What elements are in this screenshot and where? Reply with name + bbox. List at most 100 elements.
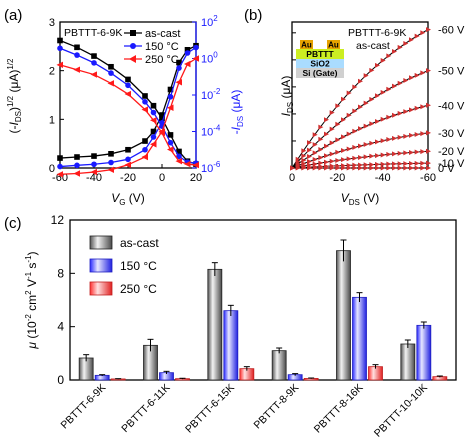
b-point-0-15 bbox=[375, 62, 380, 68]
b-point-2-3 bbox=[307, 154, 312, 160]
b-point-0-14 bbox=[369, 67, 375, 73]
a-point-sqrt-1-0 bbox=[57, 45, 63, 52]
b-point-0-17 bbox=[386, 53, 392, 59]
b-point-1-14 bbox=[369, 96, 375, 102]
b-point-4-18 bbox=[392, 151, 397, 157]
b-point-6-0 bbox=[290, 165, 295, 171]
a-point-log-1-9 bbox=[176, 65, 182, 71]
a-point-log-2-7 bbox=[158, 128, 165, 135]
panel-c-ylabel: μ (10-2 cm2 V-1 s-1) bbox=[24, 251, 39, 349]
a-point-log-1-2 bbox=[91, 161, 97, 168]
b-point-0-24 bbox=[426, 27, 431, 33]
a-point-log-1-3 bbox=[108, 159, 114, 166]
b-point-6-7 bbox=[329, 165, 335, 171]
b-point-3-7 bbox=[329, 151, 335, 157]
b-series-label-3: -30 V bbox=[438, 128, 465, 140]
c-bar-1-5 bbox=[416, 324, 432, 381]
b-point-0-9 bbox=[341, 96, 346, 102]
a-point-log-1-1 bbox=[74, 162, 80, 169]
b-point-0-18 bbox=[392, 49, 397, 55]
b-point-2-16 bbox=[380, 116, 386, 122]
panel-a-xlabel: VG (V) bbox=[111, 191, 145, 207]
panel-b-ylabel: IDS (μA) bbox=[279, 76, 295, 117]
inset-pbttt: PBTTT bbox=[306, 49, 334, 59]
b-point-1-22 bbox=[414, 72, 420, 78]
a-point-sqrt-2-1 bbox=[73, 66, 80, 73]
a-point-log-1-7 bbox=[159, 119, 165, 126]
b-point-3-20 bbox=[403, 133, 409, 139]
a-point-log-0-0 bbox=[57, 155, 63, 161]
panel-c-label: (c) bbox=[4, 215, 22, 232]
inset-sio2: SiO2 bbox=[310, 59, 330, 69]
b-point-5-14 bbox=[369, 162, 375, 168]
b-point-2-13 bbox=[363, 123, 369, 129]
b-point-1-15 bbox=[375, 93, 380, 99]
a-point-log-0-6 bbox=[150, 128, 157, 135]
b-point-6-21 bbox=[409, 165, 414, 171]
a-point-sqrt-2-2 bbox=[90, 71, 97, 78]
b-point-2-9 bbox=[341, 134, 346, 140]
a-ytick-right-label-0: 10-6 bbox=[201, 160, 221, 175]
b-point-6-20 bbox=[403, 165, 409, 171]
panel-b-annotation-2: as-cast bbox=[356, 40, 390, 52]
b-point-0-22 bbox=[414, 33, 420, 39]
b-point-3-22 bbox=[414, 132, 420, 138]
b-point-1-20 bbox=[403, 77, 409, 83]
b-xtick-label-2: -40 bbox=[375, 172, 391, 184]
a-point-sqrt-0-1 bbox=[74, 44, 80, 51]
b-point-4-9 bbox=[341, 157, 346, 163]
b-point-6-24 bbox=[426, 165, 431, 171]
a-point-log-0-2 bbox=[91, 153, 97, 159]
b-point-1-11 bbox=[352, 108, 358, 114]
b-point-6-18 bbox=[392, 165, 397, 171]
a-point-sqrt-1-5 bbox=[142, 99, 148, 105]
b-point-1-5 bbox=[318, 136, 324, 142]
c-category-label-4: PBTTT-8-16K bbox=[312, 382, 366, 436]
b-point-1-16 bbox=[380, 89, 386, 95]
inset-au-right: Au bbox=[328, 41, 339, 50]
a-point-log-1-6 bbox=[150, 134, 157, 140]
a-point-sqrt-2-10 bbox=[184, 160, 191, 168]
panel-c-legend: as-cast 150 °C 250 °C bbox=[89, 235, 159, 296]
c-bar-0-4 bbox=[336, 250, 351, 381]
b-point-4-23 bbox=[420, 149, 426, 155]
a-point-sqrt-2-3 bbox=[107, 80, 114, 87]
a-point-log-0-5 bbox=[142, 138, 148, 144]
b-point-2-10 bbox=[346, 131, 352, 137]
panel-c: (c) 0 4 8 12 PBTTT-6-9K PBTTT-6-11K PBTTT-6-15… bbox=[4, 213, 457, 440]
b-point-1-10 bbox=[346, 112, 352, 118]
b-point-0-5 bbox=[318, 124, 324, 130]
b-point-4-20 bbox=[403, 150, 409, 156]
panel-a-label: (a) bbox=[4, 7, 22, 24]
b-point-2-5 bbox=[318, 146, 324, 152]
panel-a-annotation: PBTTT-6-9K bbox=[64, 27, 122, 39]
a-ytick-left-label-2: 2 bbox=[49, 66, 55, 78]
b-point-6-3 bbox=[307, 165, 312, 171]
b-point-2-15 bbox=[375, 118, 380, 124]
panel-b-annotation: PBTTT-6-9K bbox=[348, 27, 406, 39]
b-point-2-18 bbox=[392, 112, 397, 118]
b-point-0-19 bbox=[397, 44, 403, 50]
b-xtick-label-0: 0 bbox=[289, 172, 295, 184]
c-bar-1-0 bbox=[94, 374, 110, 381]
b-point-3-6 bbox=[324, 153, 329, 159]
b-point-3-5 bbox=[318, 155, 324, 161]
b-point-3-13 bbox=[363, 142, 369, 148]
a-point-log-2-11 bbox=[192, 55, 199, 62]
b-point-2-4 bbox=[312, 150, 318, 156]
b-point-6-2 bbox=[301, 165, 307, 171]
b-point-3-21 bbox=[409, 132, 414, 138]
b-point-0-10 bbox=[346, 90, 352, 96]
b-point-3-18 bbox=[392, 135, 397, 141]
a-series-log-1 bbox=[59, 46, 197, 168]
c-bar-0-2 bbox=[207, 268, 223, 381]
panel-b-label: (b) bbox=[244, 7, 262, 24]
b-point-3-16 bbox=[380, 138, 386, 144]
panel-c-frame bbox=[69, 219, 457, 381]
legend-c-250: 250 °C bbox=[120, 282, 157, 296]
b-point-2-17 bbox=[386, 114, 392, 120]
a-point-sqrt-2-5 bbox=[141, 106, 148, 113]
a-point-sqrt-0-4 bbox=[125, 76, 131, 83]
a-point-log-0-10 bbox=[184, 46, 191, 53]
b-point-1-21 bbox=[409, 75, 414, 81]
